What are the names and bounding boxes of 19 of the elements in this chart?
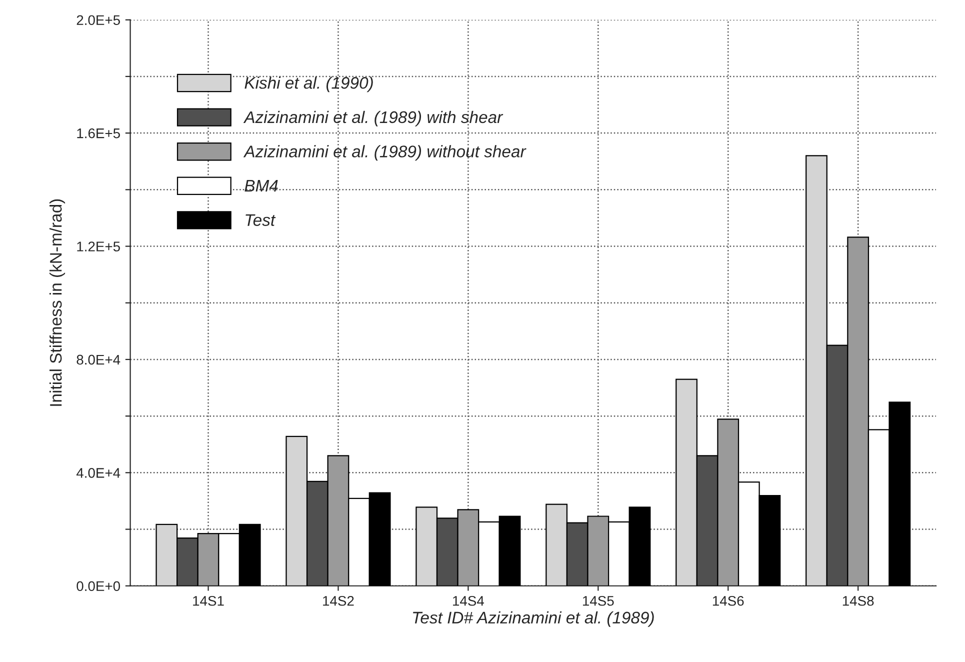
y-axis-title: Initial Stiffness in (kN-m/rad) — [50, 199, 66, 406]
x-tick-label: 14S2 — [323, 596, 354, 606]
legend-label: Test — [246, 214, 276, 226]
x-tick-label: 14S4 — [453, 596, 484, 606]
x-axis-title: Test ID# Azizinamini et al. (1989) — [413, 611, 654, 627]
legend-label: BM4 — [244, 180, 278, 192]
y-tick-label: 1.2E+5 — [77, 242, 120, 252]
x-tick-label: 14S1 — [193, 596, 224, 606]
legend-label: Azizinamini et al. (1989) with shear — [243, 110, 504, 126]
legend-label: Azizinamini et al. (1989) without shear — [243, 145, 526, 161]
y-tick-label: 4.0E+4 — [76, 468, 120, 478]
y-tick-label: 8.0E+4 — [76, 354, 120, 365]
y-tick-label: 1.6E+5 — [77, 128, 120, 138]
y-tick-label: 2.0E+5 — [76, 15, 120, 26]
x-tick-label: 14S8 — [842, 596, 874, 606]
x-tick-label: 14S6 — [712, 596, 744, 606]
y-tick-label: 0.0E+0 — [76, 581, 120, 592]
legend-label: Kishi et al. (1990) — [244, 76, 373, 92]
x-tick-label: 14S5 — [582, 596, 614, 606]
